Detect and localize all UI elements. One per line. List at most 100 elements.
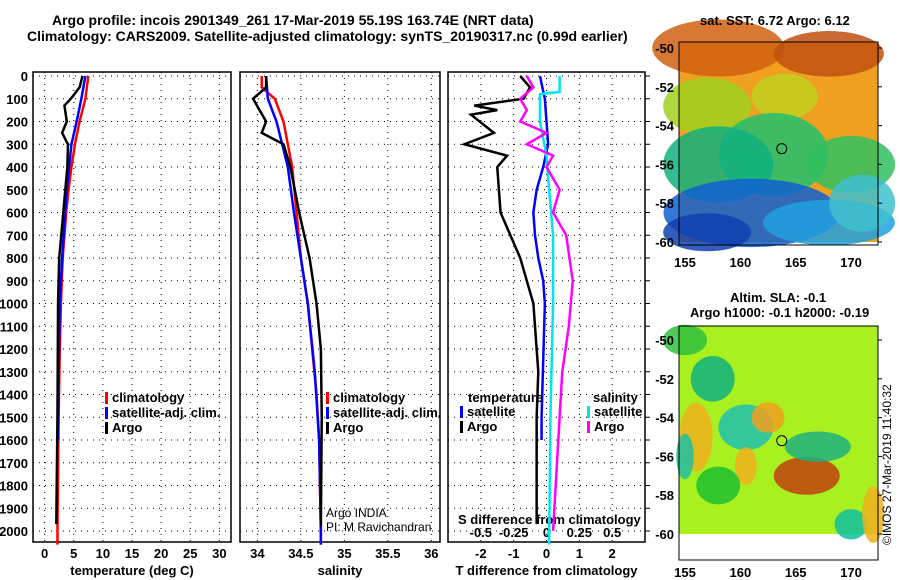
depth-tick-label: 1800: [0, 479, 28, 494]
annotation-line: PI: M Ravichandran: [326, 520, 431, 534]
lon-tick-label: 165: [785, 255, 807, 270]
depth-tick-label: 1900: [0, 501, 28, 516]
depth-tick-label: 1400: [0, 388, 28, 403]
temp-legend-swatch: [105, 407, 108, 419]
x-tick-label: 36: [424, 546, 438, 561]
temp-legend-label: satellite-adj. clim.: [112, 405, 220, 420]
s-diff-tick-label: 0.25: [567, 525, 592, 540]
lon-tick-label: 155: [674, 565, 696, 580]
depth-tick-label: 1600: [0, 433, 28, 448]
depth-tick-label: 200: [6, 115, 28, 130]
sal-legend-label: climatology: [333, 390, 406, 405]
sst-map-anomaly-patch: [773, 31, 884, 77]
profile-line-argo: [251, 76, 323, 527]
tdiff-legend-label: satellite: [467, 404, 515, 419]
lon-tick-label: 165: [785, 565, 807, 580]
sdiff-legend-title: salinity: [593, 390, 639, 405]
x-tick-label: 15: [125, 546, 139, 561]
s-diff-tick-label: -0.25: [499, 525, 529, 540]
s-diff-tick-label: 0.5: [603, 525, 621, 540]
sla-map-anomaly-patch: [734, 447, 757, 486]
x-tick-label: 1: [576, 546, 583, 561]
depth-tick-label: 1100: [0, 319, 28, 334]
lat-tick-label: -58: [655, 488, 674, 503]
credit: ©IMOS 27-Mar-2019 11:40:32: [880, 384, 894, 545]
x-tick-label: -2: [475, 546, 487, 561]
panel-frame-salinity: [239, 71, 441, 543]
temp-legend-swatch: [105, 422, 108, 434]
temp-legend-label: climatology: [112, 390, 185, 405]
sdiff-legend-swatch: [587, 406, 590, 418]
depth-tick-label: 1200: [0, 342, 28, 357]
depth-tick-label: 700: [6, 228, 28, 243]
sla-map-anomaly-patch: [676, 433, 694, 480]
sla-map-anomaly-patch: [784, 431, 851, 462]
title-line2: Climatology: CARS2009. Satellite-adjuste…: [27, 28, 628, 44]
sla-map-anomaly-patch: [862, 486, 885, 544]
x-tick-label: 0: [543, 546, 550, 561]
sal-legend-label: satellite-adj. clim.: [333, 405, 441, 420]
s-diff-tick-label: 0: [543, 525, 550, 540]
sla-map-anomaly-patch: [690, 356, 735, 402]
depth-tick-label: 100: [6, 92, 28, 107]
x-axis-label: T difference from climatology: [455, 563, 638, 578]
sla-map-frame: [678, 325, 879, 561]
sst-map-title: sat. SST: 6.72 Argo: 6.12: [700, 13, 850, 28]
x-tick-label: 5: [70, 546, 77, 561]
lon-tick-label: 170: [840, 565, 862, 580]
sla-map-anomaly-patch: [663, 324, 707, 356]
depth-tick-label: 900: [6, 274, 28, 289]
lat-tick-label: -54: [655, 411, 675, 426]
sst-map-frame: [678, 41, 879, 246]
lon-tick-label: 155: [674, 255, 696, 270]
lat-tick-label: -54: [655, 119, 675, 134]
lat-tick-label: -58: [655, 196, 674, 211]
sst-map-anomaly-patch: [829, 174, 896, 232]
title-line1: Argo profile: incois 2901349_261 17-Mar-…: [52, 12, 534, 28]
depth-tick-label: 1500: [0, 410, 28, 425]
lat-tick-label: -52: [655, 80, 674, 95]
x-axis-label: salinity: [318, 563, 364, 578]
lat-tick-label: -56: [655, 157, 674, 172]
profile-line-argo: [55, 75, 84, 525]
depth-tick-label: 300: [6, 137, 28, 152]
sal-legend-label: Argo: [333, 420, 363, 435]
x-tick-label: 0: [41, 546, 48, 561]
profile-line-temperature-argo: [460, 75, 540, 525]
depth-tick-label: 0: [21, 69, 28, 84]
sla-map-title2: Argo h1000: -0.1 h2000: -0.19: [690, 305, 869, 320]
sla-map-title1: Altim. SLA: -0.1: [730, 290, 826, 305]
tdiff-legend-label: Argo: [467, 419, 497, 434]
sdiff-legend-label: Argo: [594, 419, 624, 434]
sla-map-anomaly-patch: [773, 456, 840, 495]
tdiff-legend-swatch: [460, 406, 463, 418]
lat-tick-label: -56: [655, 449, 674, 464]
depth-tick-label: 500: [6, 183, 28, 198]
sal-legend-swatch: [326, 422, 329, 434]
profile-line-temperature-satellite: [532, 75, 550, 440]
lat-tick-label: -60: [655, 235, 674, 250]
profile-line-salinity-satellite: [538, 76, 561, 545]
x-tick-label: 30: [212, 546, 226, 561]
x-tick-label: 35: [337, 546, 351, 561]
sdiff-legend-swatch: [587, 421, 590, 433]
depth-tick-label: 1700: [0, 456, 28, 471]
depth-tick-label: 800: [6, 251, 28, 266]
x-tick-label: 10: [96, 546, 110, 561]
x-tick-label: 2: [609, 546, 616, 561]
lat-tick-label: -50: [655, 333, 674, 348]
tdiff-legend-title: temperature: [468, 390, 543, 405]
depth-tick-label: 400: [6, 160, 28, 175]
sal-legend-swatch: [326, 407, 329, 419]
lat-tick-label: -60: [655, 527, 674, 542]
argo-float-marker: [776, 435, 788, 447]
temp-legend-swatch: [105, 392, 108, 404]
sst-map-anomaly-patch: [751, 73, 818, 120]
sdiff-legend-label: satellite: [594, 404, 642, 419]
x-tick-label: 20: [154, 546, 168, 561]
sst-map: [652, 19, 896, 252]
depth-tick-label: 2000: [0, 524, 28, 539]
sst-map-anomaly-patch: [652, 19, 785, 77]
